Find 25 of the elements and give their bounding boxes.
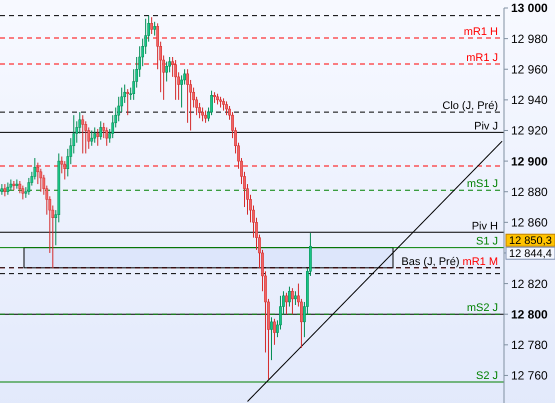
y-tick-label: 12 980 — [511, 32, 548, 46]
ref-line-label: Clo (J, Pré) — [442, 100, 498, 112]
y-tick-label: 12 880 — [511, 184, 548, 199]
y-tick-label: 12 760 — [511, 368, 548, 383]
y-tick-label: 12 780 — [511, 338, 548, 352]
y-tick-label: 12 800 — [511, 307, 548, 322]
text: 12 844,4 — [509, 248, 552, 260]
ref-line-label: mS2 J — [466, 302, 498, 314]
ref-line-label: S1 J — [476, 236, 498, 248]
ref-line-label: Piv J — [474, 120, 498, 132]
text: 12 850,3 — [509, 235, 552, 248]
y-tick-label: 12 900 — [511, 154, 548, 168]
ref-line-label: Bas (J, Pré) — [401, 256, 460, 268]
ref-line-label: mR1 M — [462, 256, 498, 268]
ref-line-label: mR1 J — [466, 52, 498, 64]
ref-line-label: S2 J — [476, 370, 498, 382]
ref-line-label: mS1 J — [466, 178, 498, 190]
y-tick-label: 12 920 — [511, 124, 548, 138]
ref-line-label: mR1 H — [464, 26, 498, 38]
y-tick-label: 13 000 — [511, 1, 548, 16]
y-tick-label: 12 820 — [511, 276, 548, 291]
ref-line-label: Piv H — [472, 220, 498, 232]
y-tick-label: 12 940 — [511, 93, 548, 108]
y-tick-label: 12 860 — [511, 216, 548, 230]
y-tick-label: 12 960 — [511, 62, 548, 76]
